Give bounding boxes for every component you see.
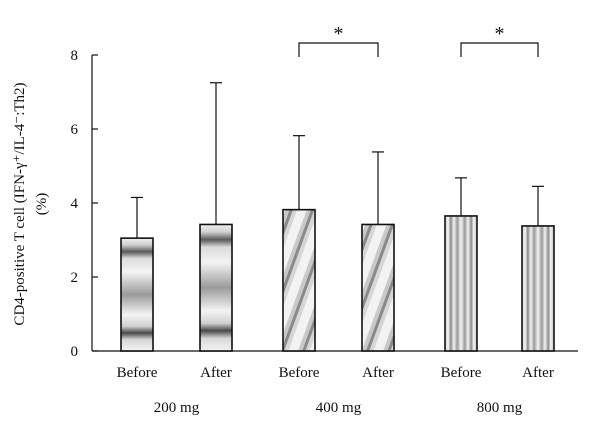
bar-label: Before xyxy=(117,365,158,381)
significance-star: * xyxy=(495,23,505,45)
y-tick-label: 2 xyxy=(71,270,79,286)
group-label: 400 mg xyxy=(316,400,362,416)
significance-star: * xyxy=(334,23,344,45)
bar-label: Before xyxy=(279,365,320,381)
bar-label: Before xyxy=(441,365,482,381)
bar xyxy=(199,223,233,352)
group-label: 200 mg xyxy=(154,400,200,416)
y-tick-label: 6 xyxy=(71,122,79,138)
bar xyxy=(282,208,316,352)
y-axis-label-line1: CD4-positive T cell (IFN-γ⁺/IL-4⁻:Th2) xyxy=(12,82,28,325)
bars xyxy=(120,82,555,352)
x-axis-labels: Before After Before After Before After 200 mg 4… xyxy=(117,365,554,416)
bar xyxy=(521,225,555,352)
bar xyxy=(361,223,395,352)
y-axis-label-line2: (%) xyxy=(34,193,50,216)
bar xyxy=(444,215,478,352)
bar-label: After xyxy=(522,365,554,381)
group-label: 800 mg xyxy=(477,400,523,416)
y-tick-label: 0 xyxy=(71,344,79,360)
y-axis: 0 2 4 6 8 xyxy=(71,48,578,360)
significance-markers: * * xyxy=(298,23,539,57)
y-tick-label: 4 xyxy=(71,196,79,212)
significance-bracket xyxy=(460,42,539,57)
significance-bracket xyxy=(298,42,379,57)
bar-label: After xyxy=(200,365,232,381)
bar-label: After xyxy=(362,365,394,381)
y-tick-label: 8 xyxy=(71,48,79,64)
bar xyxy=(120,237,154,352)
